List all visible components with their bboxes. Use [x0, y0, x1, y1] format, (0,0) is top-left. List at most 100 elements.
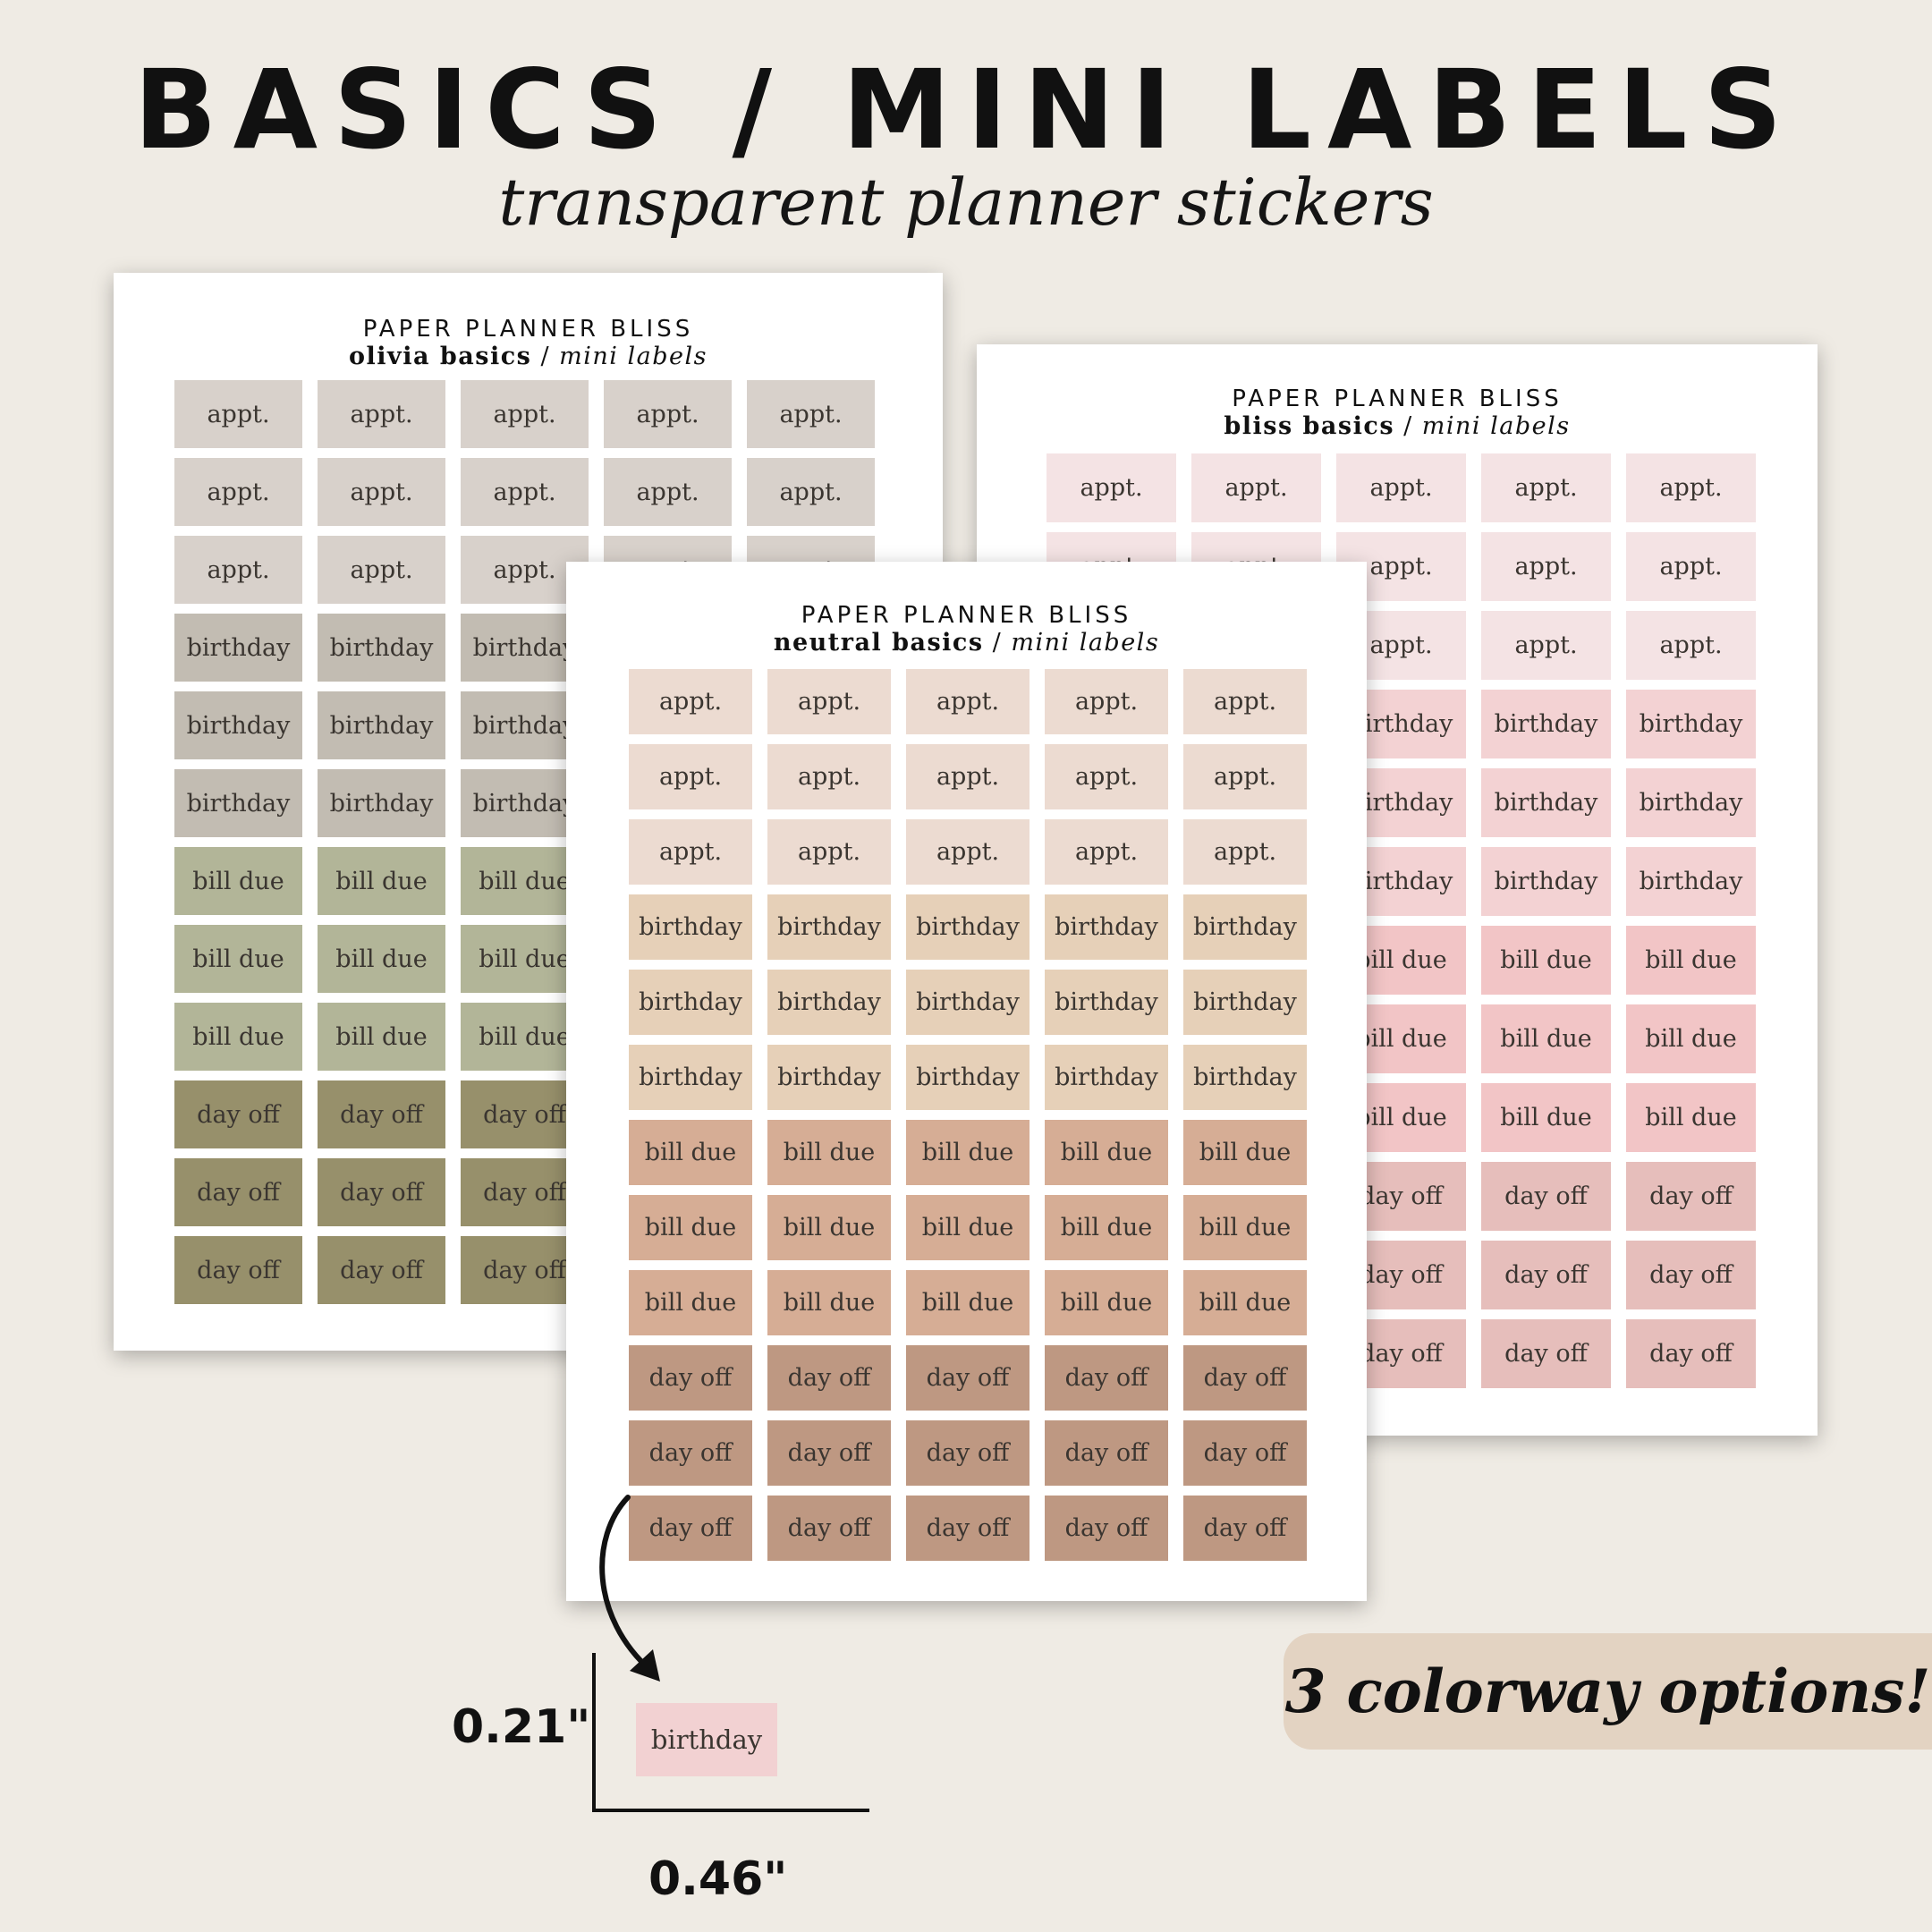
label-sticker: day off [767, 1496, 891, 1561]
label-sticker: birthday [318, 769, 445, 837]
label-sticker: day off [767, 1345, 891, 1411]
label-sticker: day off [1183, 1420, 1307, 1486]
label-sticker: bill due [629, 1270, 752, 1335]
label-sticker: appt. [174, 536, 302, 604]
label-sticker: birthday [318, 614, 445, 682]
sheet-brand: PAPER PLANNER BLISS [362, 316, 694, 343]
sheet-subtitle: bliss basics / mini labels [977, 412, 1818, 440]
label-sticker: birthday [906, 1045, 1030, 1110]
label-sticker: day off [318, 1236, 445, 1304]
label-grid: appt. appt. appt. appt. appt. appt. appt. appt.… [629, 669, 1307, 1561]
label-sticker: appt. [629, 819, 752, 885]
label-sticker: birthday [1626, 690, 1756, 758]
label-sticker: bill due [767, 1270, 891, 1335]
label-sticker: appt. [629, 669, 752, 734]
label-sticker: birthday [1045, 894, 1168, 960]
label-sticker: appt. [629, 744, 752, 809]
sticker-sheet-neutral: PAPER PLANNER BLISS neutral basics / min… [566, 562, 1367, 1601]
label-sticker: bill due [1481, 1004, 1611, 1073]
label-sticker: appt. [1626, 532, 1756, 601]
label-sticker: birthday [629, 894, 752, 960]
label-sticker: appt. [174, 458, 302, 526]
label-sticker: bill due [1045, 1120, 1168, 1185]
label-sticker: appt. [1481, 532, 1611, 601]
label-sticker: day off [1481, 1319, 1611, 1388]
label-sticker: birthday [629, 970, 752, 1035]
label-sticker: bill due [1045, 1270, 1168, 1335]
label-sticker: birthday [1626, 768, 1756, 837]
label-sticker: bill due [629, 1120, 752, 1185]
sheet-separator: / [983, 629, 1012, 657]
label-sticker: birthday [1183, 1045, 1307, 1110]
sheet-name: olivia basics [349, 343, 532, 370]
label-sticker: day off [767, 1420, 891, 1486]
label-sticker: day off [629, 1345, 752, 1411]
label-sticker: birthday [1481, 768, 1611, 837]
label-sticker: appt. [318, 380, 445, 448]
label-sticker: bill due [1481, 926, 1611, 995]
label-sticker: appt. [1183, 819, 1307, 885]
label-sticker: day off [629, 1496, 752, 1561]
label-sticker: day off [1045, 1345, 1168, 1411]
label-sticker: appt. [461, 458, 589, 526]
width-dimension-line [592, 1809, 869, 1812]
curved-arrow-icon [599, 1495, 660, 1682]
label-sticker: day off [1626, 1162, 1756, 1231]
label-sticker: day off [1045, 1496, 1168, 1561]
sheet-kind: mini labels [1421, 412, 1571, 440]
label-sticker: bill due [1183, 1195, 1307, 1260]
label-sticker: day off [629, 1420, 752, 1486]
label-sticker: birthday [318, 691, 445, 759]
label-sticker: appt. [604, 458, 732, 526]
label-sticker: birthday [1183, 970, 1307, 1035]
label-sticker: day off [1183, 1345, 1307, 1411]
label-sticker: bill due [1183, 1270, 1307, 1335]
label-sticker: birthday [767, 970, 891, 1035]
label-sticker: appt. [1045, 819, 1168, 885]
label-sticker: day off [174, 1080, 302, 1148]
label-sticker: day off [906, 1496, 1030, 1561]
label-sticker: appt. [604, 380, 732, 448]
label-sticker: day off [318, 1158, 445, 1226]
label-sticker: bill due [906, 1195, 1030, 1260]
label-sticker: bill due [1183, 1120, 1307, 1185]
label-sticker: bill due [906, 1270, 1030, 1335]
sheet-subtitle: neutral basics / mini labels [566, 629, 1367, 657]
label-sticker: birthday [1183, 894, 1307, 960]
sheet-separator: / [531, 343, 560, 370]
label-sticker: appt. [1045, 669, 1168, 734]
label-sticker: day off [1481, 1241, 1611, 1309]
label-sticker: day off [1626, 1241, 1756, 1309]
label-sticker: appt. [1183, 669, 1307, 734]
page-subtitle: transparent planner stickers [498, 165, 1434, 240]
sheet-kind: mini labels [1011, 629, 1160, 657]
label-sticker: appt. [318, 458, 445, 526]
height-dimension-line [592, 1653, 596, 1812]
label-sticker: appt. [174, 380, 302, 448]
label-sticker: bill due [906, 1120, 1030, 1185]
label-sticker: birthday [767, 1045, 891, 1110]
label-sticker: appt. [1626, 453, 1756, 522]
sheet-brand: PAPER PLANNER BLISS [1232, 386, 1563, 412]
label-sticker: day off [906, 1345, 1030, 1411]
height-dimension: 0.21" [452, 1700, 591, 1754]
label-sticker: appt. [767, 819, 891, 885]
label-sticker: birthday [1045, 970, 1168, 1035]
label-sticker: appt. [906, 669, 1030, 734]
label-sticker: birthday [1481, 690, 1611, 758]
label-sticker: appt. [1626, 611, 1756, 680]
label-sticker: appt. [1046, 453, 1176, 522]
label-sticker: day off [1481, 1162, 1611, 1231]
label-sticker: day off [1183, 1496, 1307, 1561]
label-sticker: birthday [906, 970, 1030, 1035]
label-sticker: appt. [1045, 744, 1168, 809]
sheet-subtitle: olivia basics / mini labels [114, 343, 943, 370]
width-dimension: 0.46" [648, 1852, 788, 1906]
label-sticker: appt. [318, 536, 445, 604]
label-sticker: bill due [174, 1003, 302, 1071]
label-sticker: bill due [1626, 926, 1756, 995]
label-sticker: day off [174, 1236, 302, 1304]
label-sticker: appt. [906, 819, 1030, 885]
label-sticker: birthday [906, 894, 1030, 960]
label-sticker: bill due [1626, 1083, 1756, 1152]
